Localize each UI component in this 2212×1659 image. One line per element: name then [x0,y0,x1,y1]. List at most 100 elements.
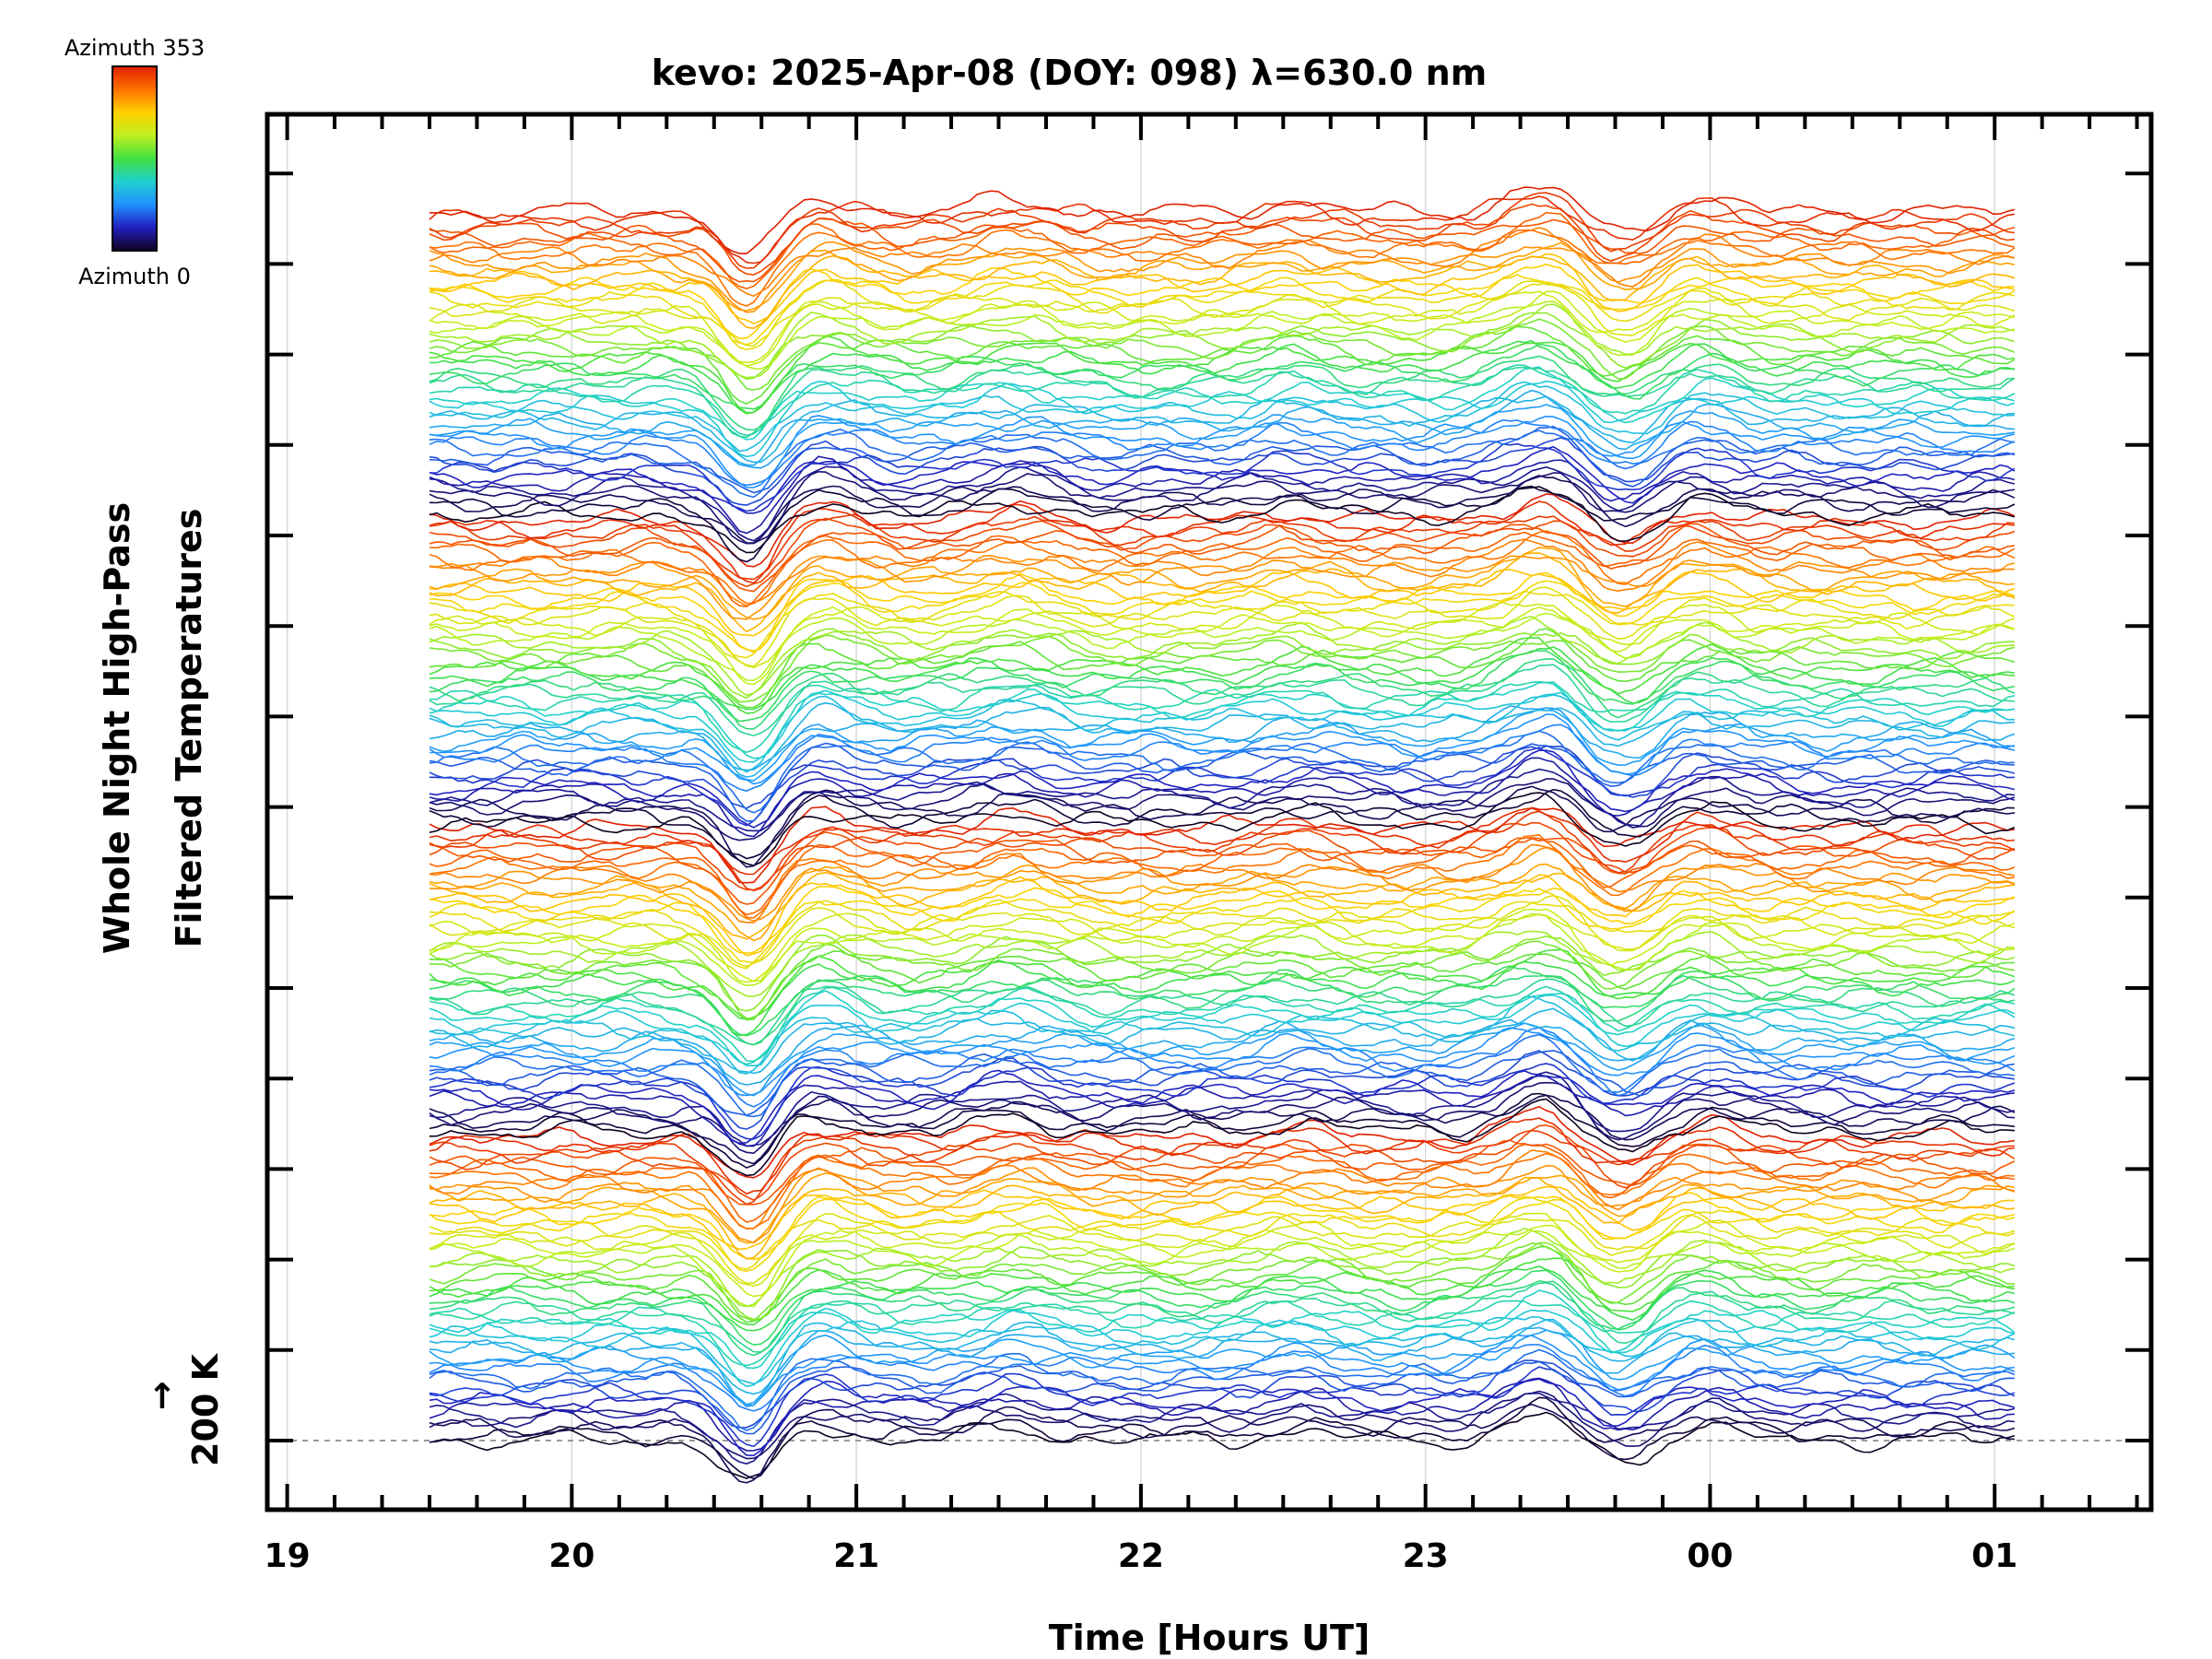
temperature-trace [429,300,2015,371]
temperature-trace [429,186,2016,255]
temperature-trace [429,428,2015,499]
temperature-trace [429,948,2016,1020]
temperature-trace [429,1326,2015,1406]
temperature-trace [429,1230,2016,1308]
scale-label: 200 K [185,1352,226,1466]
temperature-trace [429,894,2015,968]
temperature-trace [429,646,2015,711]
temperature-trace [429,1281,2016,1353]
temperature-trace [429,1241,2016,1321]
temperature-trace [429,1390,2015,1460]
temperature-trace [429,1092,2015,1169]
temperature-trace [429,994,2016,1067]
temperature-trace [429,554,2015,620]
temperature-trace [429,381,2015,453]
temperature-trace [429,1359,2016,1429]
temperature-trace [429,747,2015,827]
temperature-trace [429,978,2016,1046]
temperature-trace [429,404,2015,469]
temperature-trace [429,485,2016,563]
temperature-trace [429,950,2015,1021]
temperature-trace [429,745,2016,809]
temperature-trace [429,843,2015,924]
temperature-trace [429,959,2016,1037]
temperature-trace [429,1022,2016,1097]
x-tick-label: 01 [1971,1537,2018,1575]
temperature-trace [429,493,2016,568]
temperature-trace [429,1257,2015,1326]
x-tick-labels: 19 20 21 22 23 00 01 [265,1537,2018,1575]
temperature-trace [429,418,2016,487]
temperature-trace [429,355,2015,431]
azimuth-colorbar [112,65,158,252]
temperature-trace [429,571,2016,653]
temperature-trace [429,1143,2015,1223]
temperature-trace [429,742,2015,822]
temperature-trace [429,1411,2016,1479]
temperature-trace [429,664,2015,736]
temperature-trace [429,785,2015,868]
temperature-trace [429,442,2016,512]
temperature-trace [429,788,2015,860]
temperature-trace [429,637,2015,714]
temperature-trace [429,1069,2016,1145]
temperature-trace [429,974,2015,1046]
x-tick-label: 23 [1403,1537,1449,1575]
temperature-trace [429,211,2015,290]
temperature-trace [429,380,2016,458]
temperature-trace [429,1300,2016,1367]
temperature-trace [429,475,2016,544]
temperature-trace [429,930,2015,997]
temperature-trace [429,1149,2015,1230]
temperature-trace [429,612,2016,682]
temperature-trace [429,263,2015,340]
temperature-trace [429,513,2015,581]
temperature-trace [429,1081,2015,1155]
temperature-trace [429,1242,2015,1323]
temperature-trace [429,312,2016,381]
temperature-trace [429,1018,2016,1086]
temperature-trace [429,886,2016,954]
temperature-trace [429,1033,2015,1118]
x-tick-label: 00 [1687,1537,1733,1575]
temperature-trace [429,1316,2016,1385]
temperature-trace [429,908,2016,983]
plot-frame [265,112,2154,1512]
temperature-trace [429,303,2015,379]
temperature-trace [429,389,2015,466]
temperature-trace [429,1344,2016,1412]
temperature-trace [429,1007,2015,1075]
temperature-trace [429,1366,2016,1448]
temperature-trace [429,912,2016,982]
temperature-trace [429,1185,2015,1251]
colorbar-top-label: Azimuth 353 [65,35,205,61]
temperature-trace [429,1396,2015,1480]
temperature-trace [429,227,2016,298]
temperature-trace [429,290,2016,364]
temperature-trace [429,580,2016,652]
temperature-trace [429,1105,2015,1179]
chart-title: kevo: 2025-Apr-08 (DOY: 098) λ=630.0 nm [652,53,1487,93]
temperature-trace [429,241,2015,313]
temperature-trace [429,1139,2016,1206]
temperature-trace [429,1176,2015,1260]
temperature-trace [429,364,2016,437]
temperature-trace [429,1269,2016,1347]
temperature-trace [429,934,2016,1012]
temperature-trace [429,445,2016,514]
temperature-trace [429,1196,2016,1270]
temperature-trace [429,590,2015,659]
colorbar-bottom-label: Azimuth 0 [78,264,191,289]
temperature-trace [429,821,2016,891]
temperature-trace [429,628,2015,700]
scale-arrow: ↑ [147,1376,177,1417]
temperature-trace [429,863,2016,942]
temperature-trace [429,768,2015,832]
temperature-trace [429,628,2016,709]
temperature-trace [429,713,2015,785]
temperature-trace [429,253,2015,324]
temperature-trace [429,837,2016,916]
temperature-trace [429,395,2015,464]
temperature-trace [429,694,2015,773]
